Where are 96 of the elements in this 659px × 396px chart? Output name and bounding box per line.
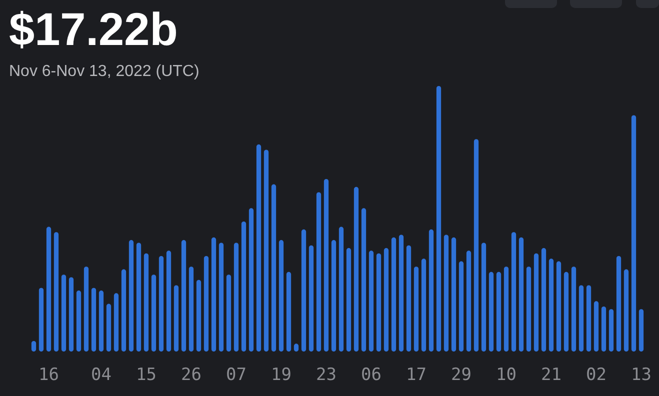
x-tick-label: 17 [406,365,426,386]
bar [518,237,524,352]
bar [638,309,644,352]
bar [136,242,142,352]
bar [256,144,262,352]
x-tick-label: 04 [91,365,112,386]
bar [278,240,284,352]
bar [76,290,82,352]
bar [608,309,614,352]
bar [46,226,52,352]
bar [601,306,606,352]
bar [158,256,164,352]
chart-subtitle: Nov 6-Nov 13, 2022 (UTC) [9,62,200,82]
bar [504,266,509,352]
bar [234,242,239,352]
chart-title: $17.22b [9,2,178,56]
bar [121,269,126,352]
bar [586,285,592,352]
bar [218,242,224,352]
bar [391,237,396,352]
bar [526,266,532,352]
x-tick-label: 10 [496,365,516,386]
bar [398,234,404,352]
bar [541,248,546,352]
bar [631,115,636,352]
bar [98,290,104,352]
bar [241,221,246,352]
bar [331,240,336,352]
bar [128,240,134,352]
bar [414,266,419,352]
bar [368,250,374,352]
x-tick-label: 23 [316,365,336,386]
bar [54,232,59,352]
bar [338,226,344,352]
x-tick-label: 13 [631,365,652,386]
bar [84,266,89,352]
bar [496,272,502,352]
bar [436,86,442,352]
bar [451,237,456,352]
bar [354,186,359,352]
x-tick-label: 06 [361,365,382,386]
bar [68,277,74,352]
bar [466,250,472,352]
bar [61,274,66,352]
bar [286,272,292,352]
bar [578,285,584,352]
x-tick-label: 21 [541,365,562,386]
bar [226,274,232,352]
bar [144,253,149,352]
bar [406,245,412,352]
x-tick-label: 15 [136,365,156,386]
bar [188,266,194,352]
bar [481,242,486,352]
bar [511,232,516,352]
bar [264,150,269,352]
x-tick-label: 26 [181,365,202,386]
bar [384,248,389,352]
bar [616,256,622,352]
bar [316,192,322,352]
bar [458,261,464,352]
bar [204,256,209,352]
bar [308,245,314,352]
x-tick-label: 02 [586,365,606,386]
bar [548,258,554,352]
bar [196,280,202,352]
bar [361,208,366,352]
bar [151,274,156,352]
bar [174,285,179,352]
bar [114,293,119,352]
bar [166,250,172,352]
bar [106,304,112,352]
bar [571,266,576,352]
bar [534,253,539,352]
bar [271,184,276,352]
bar [376,253,382,352]
bar [301,229,306,352]
x-tick-label: 29 [451,365,472,386]
bar [594,301,599,352]
bar [564,272,569,352]
x-tick-label: 07 [226,365,246,386]
bar [248,208,254,352]
bar [346,248,352,352]
bar [38,288,44,352]
bar [211,237,216,352]
bar [428,229,434,352]
bar [324,178,329,352]
bar [444,234,449,352]
bar [421,258,426,352]
bar [556,261,562,352]
bar [181,240,186,352]
bar [488,272,494,352]
x-tick-label: 16 [38,365,59,386]
bar [91,288,96,352]
bar [624,269,629,352]
x-tick-label: 19 [271,365,292,386]
bar [474,139,479,352]
